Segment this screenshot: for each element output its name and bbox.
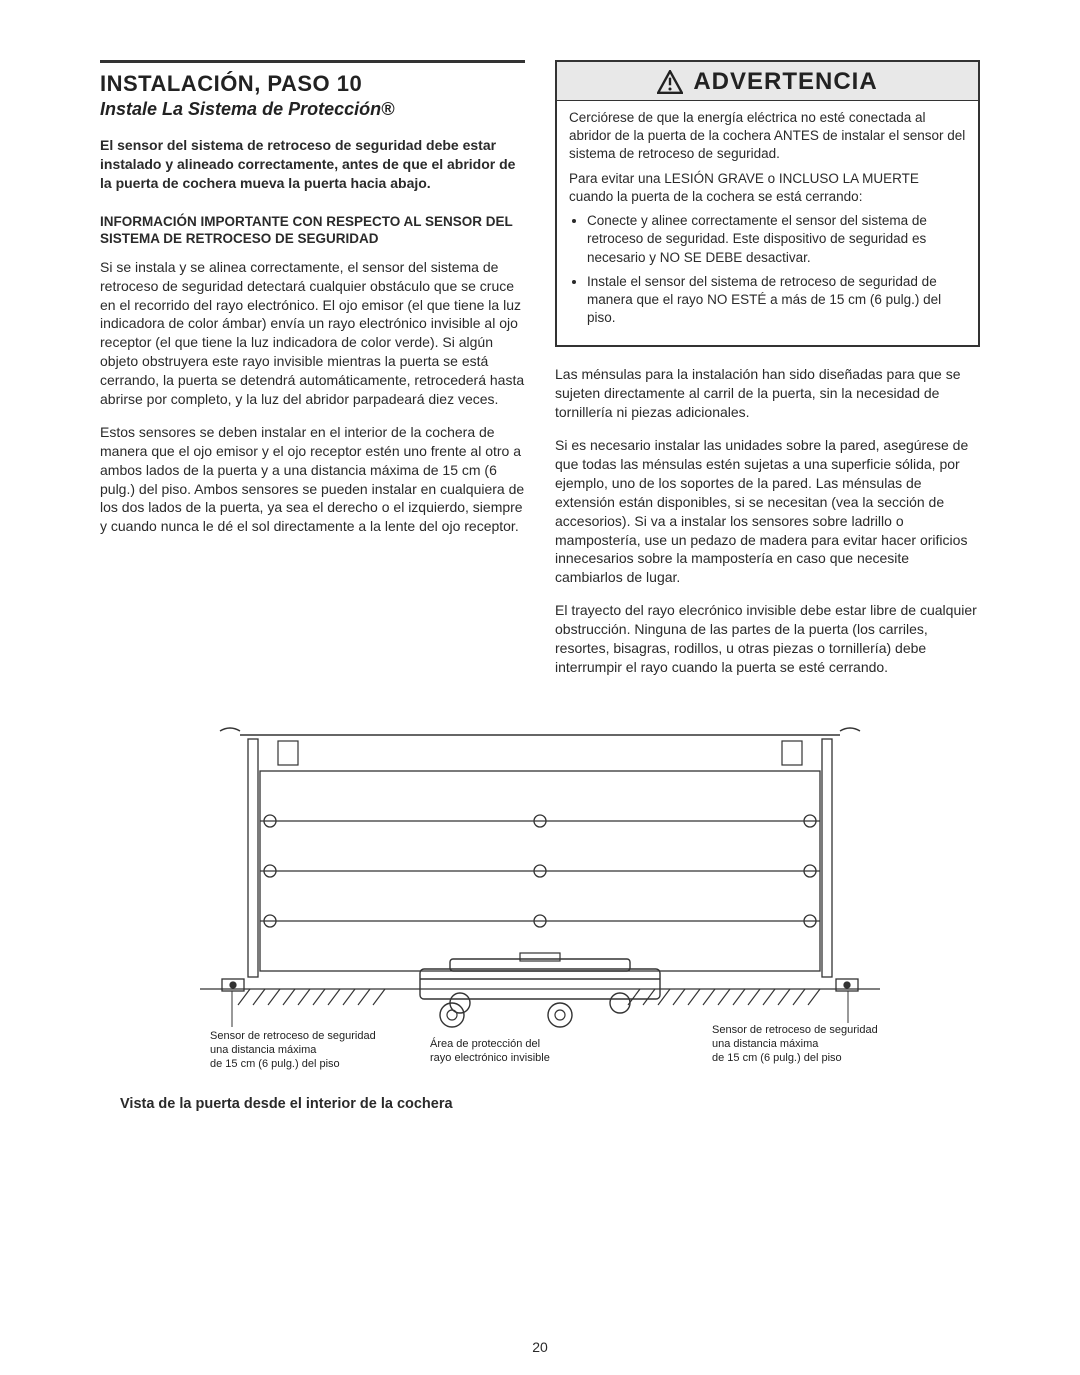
fig-label-mid-1: Área de protección del xyxy=(430,1037,540,1050)
right-p3: El trayecto del rayo elecrónico invisibl… xyxy=(555,601,980,677)
left-p1: Si se instala y se alinea correctamente,… xyxy=(100,258,525,409)
garage-door-diagram: Sensor de retroceso de seguridad una dis… xyxy=(160,721,920,1081)
warning-header: ADVERTENCIA xyxy=(557,62,978,101)
warning-bullet-1: Conecte y alinee correctamente el sensor… xyxy=(587,212,966,267)
page-number: 20 xyxy=(0,1339,1080,1355)
info-heading: INFORMACIÓN IMPORTANTE CON RESPECTO AL S… xyxy=(100,213,525,248)
figure-caption: Vista de la puerta desde el interior de … xyxy=(120,1096,980,1112)
fig-label-left-3: de 15 cm (6 pulg.) del piso xyxy=(210,1058,340,1070)
fig-label-right-1: Sensor de retroceso de seguridad xyxy=(712,1024,878,1036)
warning-title: ADVERTENCIA xyxy=(693,68,877,96)
fig-label-right-2: una distancia máxima xyxy=(712,1038,819,1050)
warning-box: ADVERTENCIA Cerciórese de que la energía… xyxy=(555,60,980,347)
warning-p1: Cerciórese de que la energía eléctrica n… xyxy=(569,109,966,164)
fig-label-right-3: de 15 cm (6 pulg.) del piso xyxy=(712,1052,842,1064)
section-subtitle: Instale La Sistema de Protección® xyxy=(100,99,525,120)
left-p2: Estos sensores se deben instalar en el i… xyxy=(100,423,525,536)
fig-label-left-2: una distancia máxima xyxy=(210,1044,317,1056)
lead-paragraph: El sensor del sistema de retroceso de se… xyxy=(100,136,525,193)
warning-triangle-icon xyxy=(657,70,683,94)
figure: Sensor de retroceso de seguridad una dis… xyxy=(100,721,980,1112)
section-title: INSTALACIÓN, PASO 10 xyxy=(100,71,525,97)
warning-bullet-2: Instale el sensor del sistema de retroce… xyxy=(587,273,966,328)
warning-p2: Para evitar una LESIÓN GRAVE o INCLUSO L… xyxy=(569,170,966,206)
right-p2: Si es necesario instalar las unidades so… xyxy=(555,436,980,587)
right-p1: Las ménsulas para la instalación han sid… xyxy=(555,365,980,422)
fig-label-mid-2: rayo electrónico invisible xyxy=(430,1052,550,1064)
fig-label-left-1: Sensor de retroceso de seguridad xyxy=(210,1030,376,1042)
